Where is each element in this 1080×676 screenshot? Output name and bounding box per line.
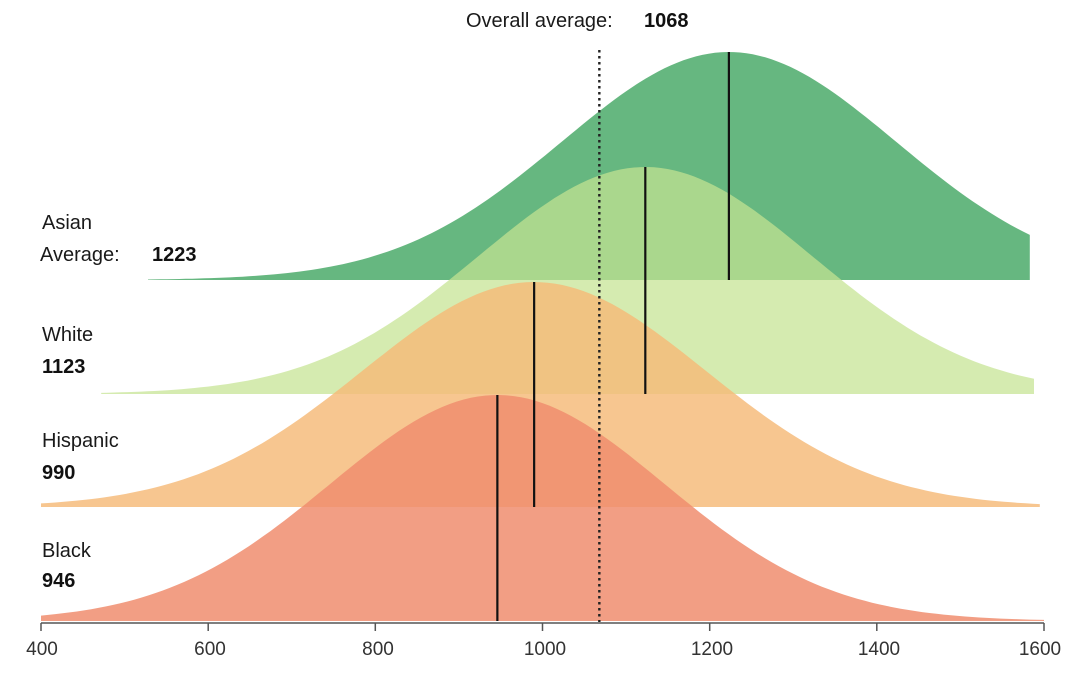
group-value-hispanic: 990 — [42, 462, 75, 484]
x-tick-label-400: 400 — [26, 639, 58, 660]
x-tick-label-800: 800 — [362, 639, 394, 660]
ridge-area-black — [41, 395, 1044, 621]
ridge-area-hispanic — [41, 282, 1040, 507]
group-label-white: White — [42, 324, 93, 346]
x-tick-label-1400: 1400 — [858, 639, 900, 660]
average-label: Average: — [40, 244, 120, 266]
x-tick-label-600: 600 — [194, 639, 226, 660]
x-axis-ticks — [40, 623, 1045, 631]
overall-average-value: 1068 — [644, 10, 689, 32]
x-tick-label-1600: 1600 — [1019, 639, 1061, 660]
group-value-asian: 1223 — [152, 244, 197, 266]
ridge-area-asian — [148, 52, 1030, 280]
group-value-white: 1123 — [42, 356, 85, 378]
group-label-asian: Asian — [42, 212, 92, 234]
group-value-black: 946 — [42, 570, 75, 592]
group-label-black: Black — [42, 540, 92, 562]
overall-average-label: Overall average: — [466, 10, 613, 32]
x-tick-label-1000: 1000 — [524, 639, 566, 660]
group-label-hispanic: Hispanic — [42, 430, 119, 452]
ridge-area-white — [101, 167, 1034, 394]
x-tick-label-1200: 1200 — [691, 639, 733, 660]
